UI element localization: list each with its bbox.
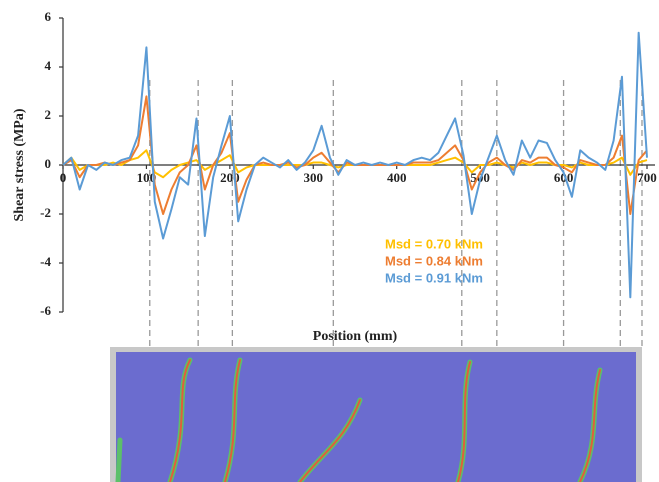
y-tick-label: -4 — [40, 254, 51, 269]
y-tick-label: 2 — [45, 107, 52, 122]
x-tick-label: 0 — [60, 170, 67, 185]
legend-label: Msd = 0.91 kNm — [385, 270, 483, 285]
y-tick-label: 0 — [45, 156, 52, 171]
y-axis-title: Shear stress (MPa) — [12, 108, 27, 221]
y-tick-label: -6 — [40, 303, 51, 318]
x-tick-label: 400 — [387, 170, 407, 185]
specimen-photo — [110, 347, 642, 482]
y-tick-label: 4 — [45, 58, 52, 73]
x-tick-label: 600 — [554, 170, 574, 185]
x-tick-label: 100 — [137, 170, 157, 185]
legend-label: Msd = 0.84 kNm — [385, 253, 483, 268]
x-tick-label: 700 — [637, 170, 657, 185]
x-tick-label: 300 — [304, 170, 324, 185]
y-tick-label: -2 — [40, 205, 51, 220]
y-tick-label: 6 — [45, 9, 52, 24]
series-line — [62, 31, 648, 299]
x-axis-title: Position (mm) — [313, 329, 398, 344]
legend-label: Msd = 0.70 kNm — [385, 236, 483, 251]
